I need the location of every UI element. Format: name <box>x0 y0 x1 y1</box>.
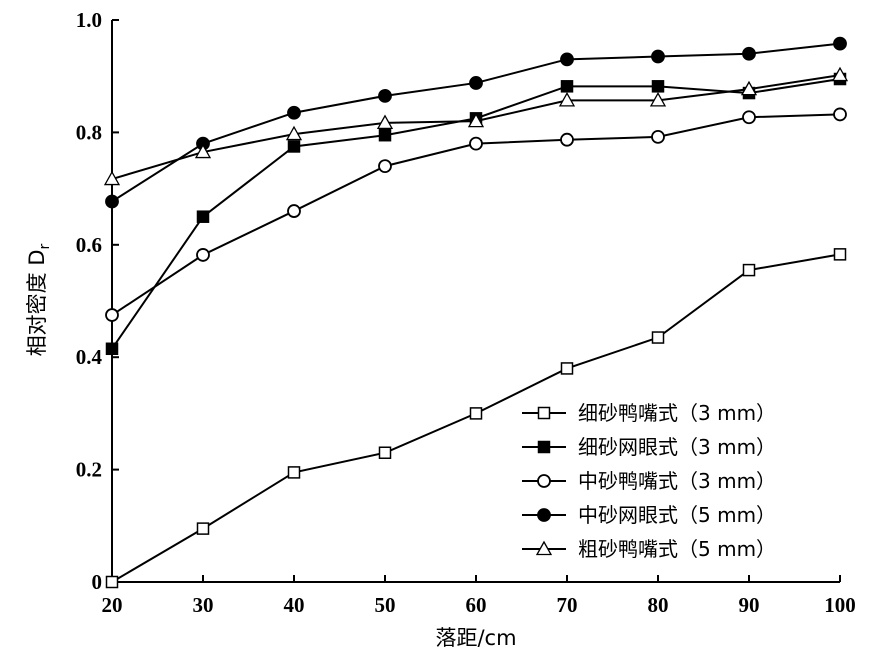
data-point <box>285 125 303 141</box>
data-point <box>560 362 574 375</box>
data-point <box>378 88 392 103</box>
legend-entry: 中砂鸭嘴式（3 mm） <box>522 469 776 493</box>
legend-marker <box>535 540 553 556</box>
data-point <box>378 159 392 174</box>
y-tick-label: 1.0 <box>76 8 102 32</box>
x-tick-label: 30 <box>193 593 214 617</box>
data-point <box>469 407 483 420</box>
data-point <box>469 136 483 151</box>
data-point <box>103 170 121 186</box>
series-5 <box>103 66 849 186</box>
legend-label: 细砂鸭嘴式（3 mm） <box>578 401 776 425</box>
data-point <box>833 36 847 51</box>
legend-label: 细砂网眼式（3 mm） <box>578 435 776 459</box>
data-point <box>833 248 847 261</box>
x-tick-label: 50 <box>375 593 396 617</box>
data-point <box>467 112 485 128</box>
data-point <box>105 342 119 356</box>
data-point <box>651 49 665 64</box>
data-point <box>742 46 756 61</box>
data-point <box>194 143 212 159</box>
x-axis-title: 落距/cm <box>435 626 516 650</box>
y-tick-label: 0.6 <box>76 233 102 257</box>
y-tick-label: 0.4 <box>76 345 103 369</box>
legend-entry: 粗砂鸭嘴式（5 mm） <box>522 537 776 561</box>
x-tick-label: 20 <box>102 593 123 617</box>
data-point <box>831 66 849 82</box>
data-point <box>196 248 210 262</box>
data-point <box>651 129 665 144</box>
data-point <box>560 132 574 147</box>
data-point <box>740 80 758 96</box>
x-tick-label: 100 <box>824 593 856 617</box>
data-point <box>196 210 210 223</box>
data-point <box>378 128 392 142</box>
data-point <box>742 263 756 277</box>
data-point <box>742 110 756 125</box>
axes <box>111 20 840 583</box>
data-point <box>378 446 392 459</box>
data-point <box>287 466 301 479</box>
data-point <box>833 107 847 122</box>
data-point <box>105 308 119 322</box>
data-point <box>287 140 301 153</box>
data-point <box>560 52 574 67</box>
data-point <box>560 80 574 93</box>
x-tick-label: 70 <box>557 593 578 617</box>
data-point <box>287 204 301 218</box>
data-point <box>651 331 665 344</box>
legend-entry: 中砂网眼式（5 mm） <box>522 503 776 527</box>
data-point <box>649 92 667 107</box>
legend-label: 中砂网眼式（5 mm） <box>578 503 776 527</box>
series-1 <box>105 248 847 589</box>
series-3 <box>105 107 847 322</box>
data-point <box>376 114 394 129</box>
legend: 细砂鸭嘴式（3 mm） 细砂网眼式（3 mm） 中砂鸭嘴式（3 mm） 中砂网眼式（5… <box>522 401 776 561</box>
data-point <box>196 522 210 535</box>
x-tick-label: 80 <box>648 593 669 617</box>
legend-marker <box>537 508 551 522</box>
y-axis-title-sub: r <box>37 243 53 249</box>
series-layer <box>103 36 849 589</box>
data-point <box>287 105 301 120</box>
legend-label: 中砂鸭嘴式（3 mm） <box>578 469 776 493</box>
y-axis-title-main: 相对密度 D <box>25 249 49 356</box>
y-axis-title: 相对密度 Dr <box>25 243 53 356</box>
legend-entry: 细砂网眼式（3 mm） <box>522 435 776 459</box>
legend-marker <box>537 406 551 420</box>
y-tick-label: 0.2 <box>76 458 102 482</box>
ticks: 20 30 40 50 60 70 80 90 100 0 0.2 0.4 0.6 0.8 1.0 <box>76 8 856 617</box>
legend-entry: 细砂鸭嘴式（3 mm） <box>522 401 776 425</box>
legend-marker <box>537 440 551 454</box>
y-tick-label: 0.8 <box>76 120 102 144</box>
data-point <box>469 76 483 90</box>
legend-marker <box>537 474 551 488</box>
x-tick-label: 40 <box>284 593 305 617</box>
series-4 <box>105 36 847 209</box>
data-point <box>105 575 119 589</box>
y-tick-label: 0 <box>92 570 103 594</box>
data-point <box>651 80 665 93</box>
x-tick-label: 90 <box>739 593 760 617</box>
data-point <box>105 194 119 209</box>
x-tick-label: 60 <box>466 593 487 617</box>
legend-label: 粗砂鸭嘴式（5 mm） <box>578 537 776 561</box>
data-point <box>558 92 576 107</box>
